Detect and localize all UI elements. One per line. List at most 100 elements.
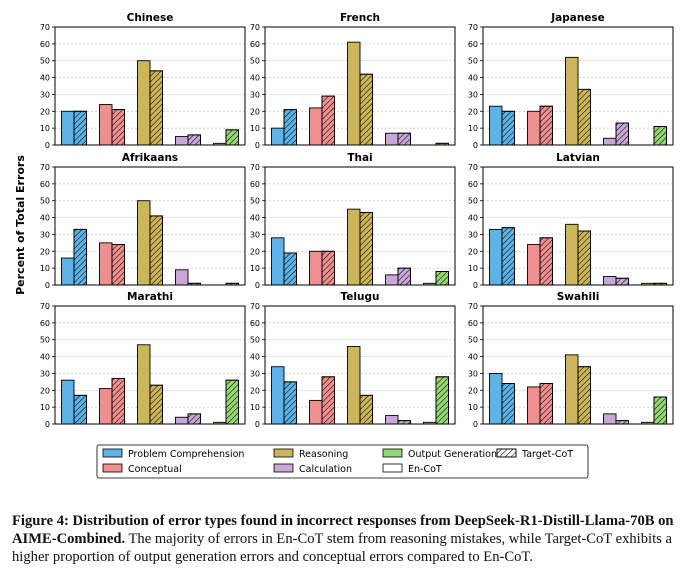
- bar-hatch-overlay: [577, 366, 591, 425]
- bar-problem-comprehension-en-cot: [489, 228, 503, 286]
- y-tick-label: 10: [250, 124, 260, 133]
- bar-hatch-overlay: [359, 212, 373, 286]
- panel-french: 0 10 20 30 40 50 60 70 French: [250, 12, 456, 150]
- bar-hatch-overlay: [501, 227, 515, 286]
- y-tick-label: 70: [250, 163, 260, 172]
- bar-conceptual-en-cot: [99, 388, 113, 425]
- y-tick-label: 0: [473, 420, 478, 429]
- bar-problem-comprehension-en-cot: [61, 379, 75, 425]
- bar-hatch-overlay: [187, 413, 201, 425]
- panel-frame: [54, 26, 246, 146]
- y-tick-label: 50: [468, 336, 478, 345]
- panel-swahili: 0 10 20 30 40 50 60 70 Swahili: [468, 291, 674, 429]
- panel-chinese: 0 10 20 30 40 50 60 70 Chinese: [40, 12, 246, 150]
- panel-frame: [54, 305, 246, 425]
- bar-hatch-overlay: [501, 110, 515, 146]
- bar-hatch-overlay: [73, 394, 87, 425]
- y-tick-label: 60: [250, 40, 260, 49]
- bar-hatch-overlay: [539, 105, 553, 146]
- bar-conceptual-en-cot: [309, 399, 323, 425]
- bar-hatch-overlay: [501, 383, 515, 425]
- bar-hatch-overlay: [577, 230, 591, 286]
- legend-swatch: [273, 448, 294, 458]
- bar-reasoning-en-cot: [347, 208, 361, 286]
- bar-problem-comprehension-en-cot: [61, 110, 75, 146]
- y-tick-label: 10: [468, 403, 478, 412]
- legend-swatch: [102, 463, 123, 473]
- y-tick-label: 60: [468, 40, 478, 49]
- bar-reasoning-en-cot: [137, 200, 151, 286]
- y-tick-label: 30: [468, 230, 478, 239]
- y-tick-label: 60: [250, 319, 260, 328]
- bar-hatch-overlay: [397, 267, 411, 286]
- y-tick-label: 0: [255, 141, 260, 150]
- bar-hatch-overlay: [615, 122, 629, 146]
- y-tick-label: 40: [250, 74, 260, 83]
- bar-hatch-overlay: [149, 384, 163, 425]
- legend-swatch: [382, 448, 403, 458]
- bar-problem-comprehension-en-cot: [61, 257, 75, 286]
- y-tick-label: 30: [250, 369, 260, 378]
- bar-hatch-overlay: [225, 379, 239, 425]
- bar-calculation-en-cot: [385, 274, 399, 286]
- bar-hatch-overlay: [73, 228, 87, 286]
- y-tick-label: 40: [250, 353, 260, 362]
- y-tick-label: 30: [468, 369, 478, 378]
- legend-label: Conceptual: [128, 464, 182, 475]
- y-tick-label: 0: [255, 281, 260, 290]
- bar-conceptual-en-cot: [99, 104, 113, 146]
- y-tick-label: 70: [468, 163, 478, 172]
- bar-conceptual-en-cot: [527, 244, 541, 286]
- bar-hatch-overlay: [111, 378, 125, 425]
- bar-conceptual-en-cot: [527, 386, 541, 425]
- bar-hatch-overlay: [359, 394, 373, 425]
- y-tick-label: 40: [40, 74, 50, 83]
- panel-latvian: 0 10 20 30 40 50 60 70 Latvian: [468, 152, 674, 290]
- y-tick-label: 40: [250, 214, 260, 223]
- y-tick-label: 60: [40, 40, 50, 49]
- y-tick-label: 10: [468, 124, 478, 133]
- bar-reasoning-en-cot: [137, 60, 151, 146]
- bar-hatch-overlay: [653, 396, 667, 425]
- y-tick-label: 70: [468, 302, 478, 311]
- y-tick-label: 20: [468, 247, 478, 256]
- y-axis-label: Percent of Total Errors: [14, 155, 27, 295]
- bar-calculation-en-cot: [603, 137, 617, 146]
- bar-hatch-overlay: [435, 376, 449, 425]
- legend-swatch: [102, 448, 123, 458]
- y-tick-label: 20: [468, 107, 478, 116]
- caption-label: Figure 4:: [12, 513, 73, 529]
- y-tick-label: 30: [250, 230, 260, 239]
- y-tick-label: 20: [250, 247, 260, 256]
- caption-body-text: The majority of errors in En-CoT stem fr…: [12, 531, 672, 565]
- bar-hatch-overlay: [283, 109, 297, 146]
- y-tick-label: 70: [250, 23, 260, 32]
- bar-problem-comprehension-en-cot: [489, 105, 503, 146]
- y-tick-label: 10: [40, 124, 50, 133]
- panel-frame: [482, 305, 674, 425]
- bar-reasoning-en-cot: [137, 344, 151, 425]
- panel-title: Chinese: [127, 12, 174, 24]
- bar-hatch-overlay: [321, 250, 335, 286]
- panel-frame: [264, 26, 456, 146]
- bar-conceptual-en-cot: [99, 242, 113, 286]
- panel-frame: [482, 166, 674, 286]
- y-tick-label: 10: [250, 264, 260, 273]
- y-tick-label: 40: [468, 74, 478, 83]
- panel-title: Japanese: [550, 12, 605, 24]
- y-tick-label: 60: [40, 180, 50, 189]
- y-tick-label: 0: [473, 281, 478, 290]
- panel-title: Swahili: [557, 291, 600, 303]
- panel-title: French: [340, 12, 380, 24]
- bar-reasoning-en-cot: [565, 223, 579, 286]
- y-tick-label: 0: [45, 281, 50, 290]
- legend-frame: [96, 444, 589, 479]
- y-tick-label: 20: [250, 107, 260, 116]
- bar-hatch-overlay: [149, 215, 163, 286]
- panel-title: Telugu: [341, 291, 380, 303]
- y-tick-label: 30: [250, 90, 260, 99]
- y-tick-label: 40: [40, 353, 50, 362]
- bar-reasoning-en-cot: [347, 346, 361, 425]
- bar-calculation-en-cot: [175, 136, 189, 146]
- y-tick-label: 50: [40, 336, 50, 345]
